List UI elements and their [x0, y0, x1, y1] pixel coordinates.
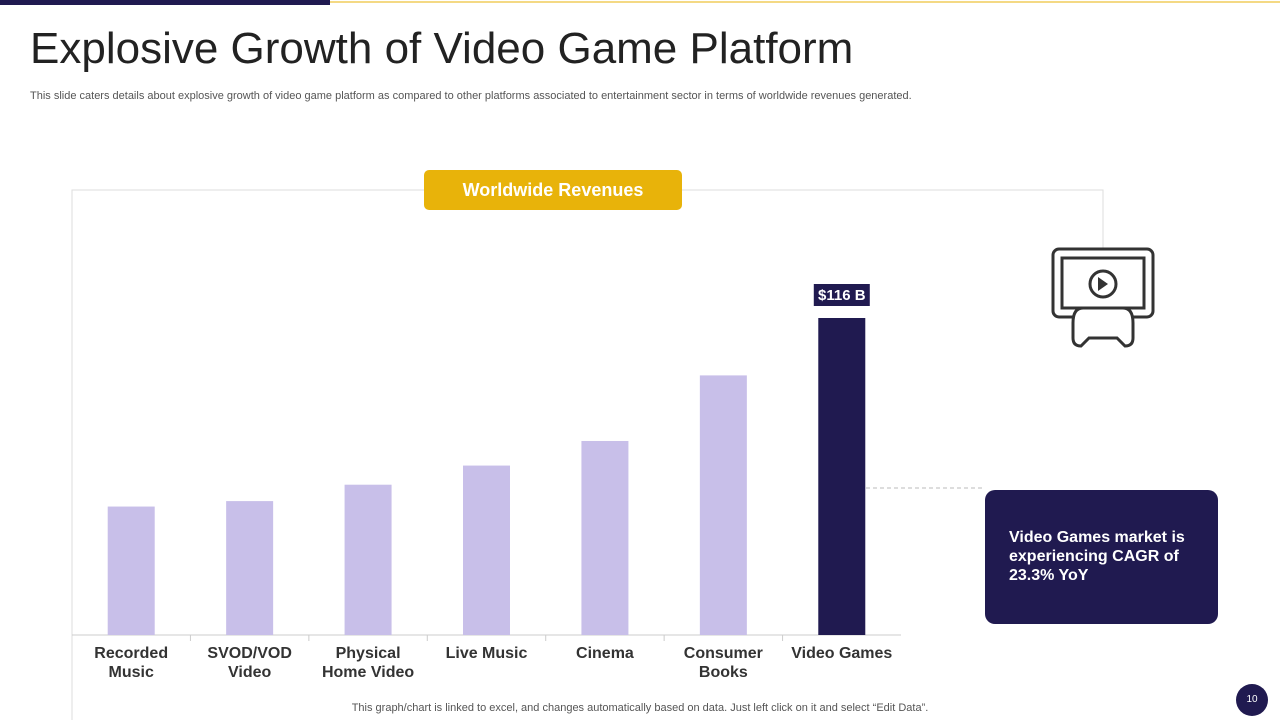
gamepad-icon	[1051, 247, 1155, 348]
x-tick-label: Recorded Music	[94, 645, 169, 681]
top-bar	[0, 0, 330, 5]
chart-title: Worldwide Revenues	[424, 170, 682, 210]
value-label: $116 B	[818, 287, 866, 304]
bar	[818, 318, 866, 635]
value-label-bg	[813, 284, 870, 306]
page-badge	[1236, 684, 1268, 716]
bar	[463, 465, 510, 635]
x-tick-label: Live Music	[445, 645, 528, 662]
footnote: This graph/chart is linked to excel, and…	[351, 702, 929, 714]
bar	[699, 375, 747, 635]
x-tick-label: Consumer Books	[683, 645, 763, 681]
x-tick-label: Cinema	[576, 645, 634, 662]
page-number: 10	[1246, 694, 1258, 705]
x-tick-label: Video Games	[791, 645, 893, 662]
play-icon	[1098, 277, 1108, 291]
bar	[581, 440, 629, 635]
bar	[226, 501, 274, 635]
x-tick-label: SVOD/VOD Video	[207, 645, 292, 681]
subtitle: This slide caters details about explosiv…	[30, 90, 912, 102]
bar	[107, 506, 155, 635]
x-tick-label: Physical Home Video	[321, 645, 415, 681]
title: Explosive Growth of Video Game Platform	[30, 24, 854, 73]
bar	[344, 484, 392, 635]
callout: Video Games market is experiencing CAGR …	[985, 490, 1218, 624]
